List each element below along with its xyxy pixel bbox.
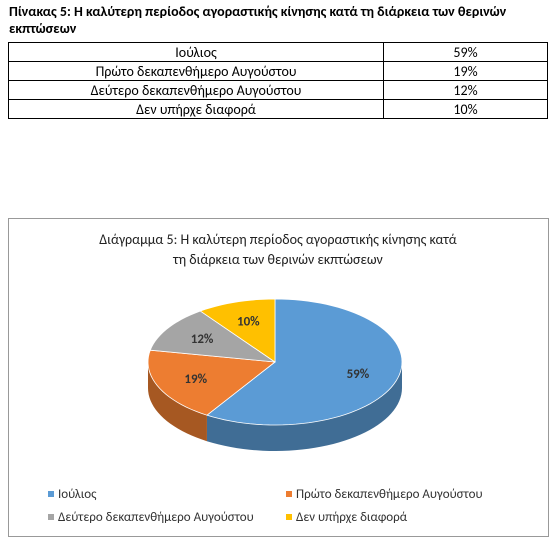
legend-swatch <box>286 491 292 497</box>
data-label: 19% <box>184 372 207 387</box>
data-label: 59% <box>347 367 370 382</box>
table-cell: 10% <box>383 99 548 119</box>
pie-slice <box>206 298 403 426</box>
table-row: Δεν υπήρχε διαφορά 10% <box>8 99 548 119</box>
legend-swatch <box>286 514 292 520</box>
pie-side <box>206 362 402 451</box>
data-label: 12% <box>191 332 214 347</box>
chart-title: Διάγραμμα 5: Η καλύτερη περίοδος αγοραστ… <box>99 231 456 268</box>
table-cell: Δεν υπήρχε διαφορά <box>8 99 384 119</box>
legend-label: Πρώτο δεκαπενθήμερο Αυγούστου <box>296 487 482 502</box>
pie-side <box>148 362 207 442</box>
legend-label: Δεύτερο δεκαπενθήμερο Αυγούστου <box>58 510 254 525</box>
table: Ιούλιος 59% Πρώτο δεκαπενθήμερο Αυγούστου 1… <box>8 42 548 119</box>
pie-slice <box>147 349 277 416</box>
pie-slice <box>199 298 276 363</box>
table-row: Ιούλιος 59% <box>8 42 548 62</box>
legend-label: Δεν υπήρχε διαφορά <box>296 510 408 525</box>
legend-swatch <box>48 491 54 497</box>
table-title: Πίνακας 5: Η καλύτερη περίοδος αγοραστικ… <box>9 3 507 37</box>
legend-label: Ιούλιος <box>58 487 97 502</box>
pie-slice <box>149 310 276 363</box>
legend-swatch <box>48 514 54 520</box>
data-label: 10% <box>237 314 260 329</box>
